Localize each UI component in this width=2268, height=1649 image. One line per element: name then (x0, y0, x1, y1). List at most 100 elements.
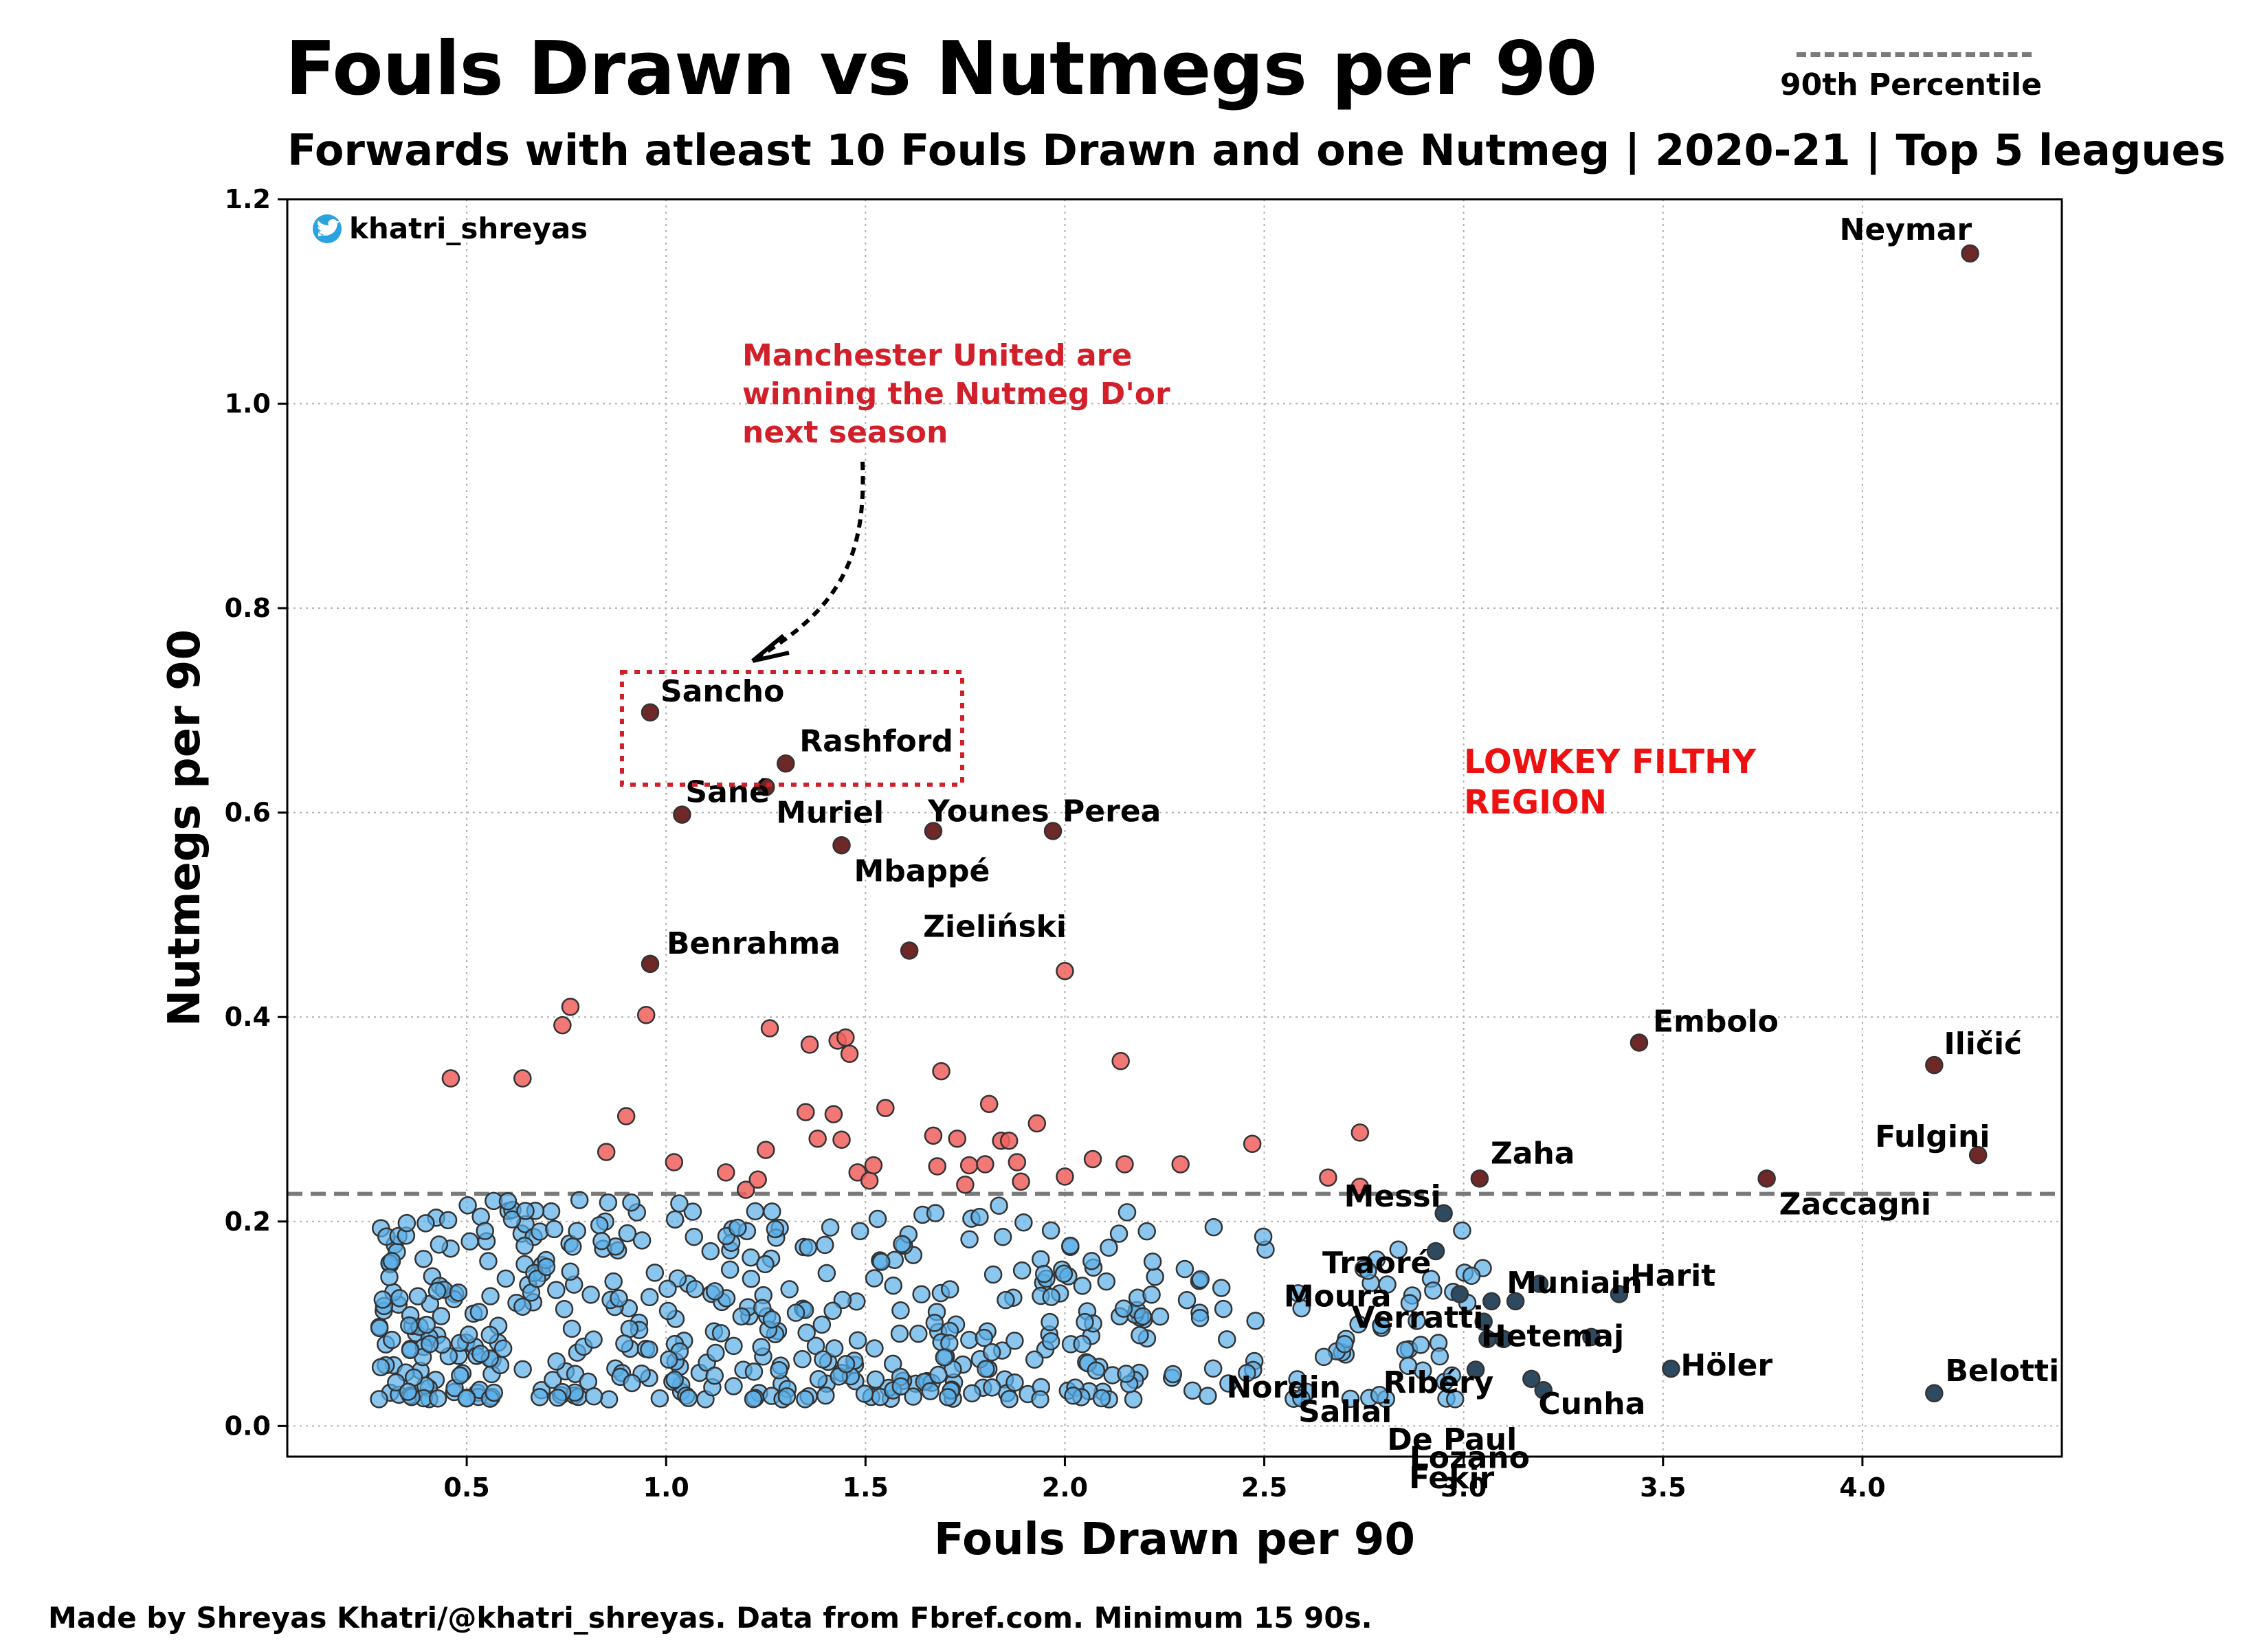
point-label: Rashford (799, 723, 953, 759)
data-point (763, 1202, 781, 1221)
data-point (836, 1355, 856, 1373)
annotation-arrowhead (751, 633, 790, 663)
data-point (665, 1370, 684, 1389)
data-point (1133, 1307, 1153, 1326)
data-point (864, 1156, 883, 1175)
data-point (645, 1264, 665, 1282)
data-point (1056, 1167, 1074, 1186)
data-point (476, 1222, 494, 1240)
data-point (441, 1069, 460, 1088)
point-label: Cunha (1538, 1387, 1645, 1422)
data-point (1462, 1266, 1481, 1285)
data-point (797, 1323, 816, 1342)
data-point (701, 1242, 720, 1261)
data-point (855, 1384, 874, 1403)
data-point (599, 1193, 618, 1212)
data-point (1453, 1221, 1471, 1240)
x-tick-label: 4.0 (1839, 1472, 1885, 1503)
data-points (370, 244, 1988, 1409)
point-label: Belotti (1945, 1354, 2059, 1389)
data-point (679, 1389, 698, 1407)
data-point (502, 1210, 522, 1229)
labeled-point (1466, 1360, 1485, 1379)
data-point (1319, 1168, 1337, 1187)
data-point (457, 1389, 476, 1408)
point-label: Nordin (1226, 1370, 1341, 1405)
data-point (796, 1390, 814, 1409)
data-point (809, 1369, 828, 1389)
twitter-credit: khatri_shreyas (313, 212, 588, 245)
data-point (756, 1255, 775, 1274)
region-label-line-2: REGION (1464, 783, 1607, 822)
data-point (823, 1301, 842, 1321)
data-point (836, 1028, 855, 1047)
annotation-arrow (758, 461, 865, 658)
data-point (959, 1156, 979, 1175)
data-point (592, 1232, 611, 1250)
data-point (746, 1202, 765, 1221)
data-point (982, 1343, 1001, 1362)
data-point (458, 1196, 477, 1215)
data-point (939, 1388, 957, 1406)
point-label: Muniain (1507, 1266, 1643, 1301)
data-point (615, 1334, 634, 1353)
data-point (1183, 1381, 1202, 1400)
point-label: Zieliński (923, 910, 1067, 945)
data-point (1389, 1240, 1408, 1259)
data-point (479, 1252, 498, 1270)
data-point (460, 1232, 479, 1251)
data-point (1092, 1389, 1111, 1408)
labeled-point (1474, 1312, 1493, 1331)
data-point (975, 1328, 994, 1347)
data-point (724, 1377, 743, 1395)
labeled-point (1662, 1359, 1680, 1378)
data-point (1073, 1334, 1091, 1354)
data-point (1012, 1261, 1032, 1280)
labeled-point (1043, 822, 1063, 840)
data-point (570, 1191, 589, 1209)
data-point (1289, 1284, 1308, 1303)
data-point (1014, 1213, 1033, 1232)
data-point (956, 1175, 975, 1194)
data-point (427, 1281, 447, 1301)
x-tick-label: 3.5 (1640, 1472, 1686, 1503)
data-point (555, 1299, 574, 1319)
data-point (744, 1362, 764, 1381)
data-point (705, 1282, 724, 1301)
point-label: Messi (1344, 1179, 1441, 1214)
data-point (866, 1370, 885, 1389)
data-point (496, 1269, 515, 1288)
point-label: Iličić (1944, 1027, 2022, 1062)
data-point (816, 1235, 834, 1255)
data-point (636, 1006, 656, 1024)
data-point (650, 1389, 669, 1408)
data-point (1082, 1252, 1101, 1270)
data-point (1199, 1387, 1217, 1405)
data-point (1032, 1250, 1050, 1268)
data-point (401, 1340, 420, 1360)
labeled-point (1522, 1369, 1541, 1389)
data-point (921, 1382, 940, 1401)
point-label: Harit (1630, 1258, 1715, 1293)
data-point (912, 1285, 931, 1303)
y-tick-label: 0.2 (225, 1207, 271, 1237)
data-point (925, 1314, 944, 1332)
data-point (568, 1222, 586, 1240)
data-point (1408, 1312, 1426, 1330)
data-point (584, 1330, 603, 1349)
data-point (1109, 1224, 1129, 1243)
data-point (821, 1218, 840, 1237)
data-point (658, 1279, 677, 1299)
data-point (1400, 1294, 1419, 1312)
data-point (868, 1209, 887, 1229)
data-point (604, 1272, 623, 1291)
data-point (438, 1211, 458, 1230)
data-point (786, 1303, 805, 1322)
twitter-handle: khatri_shreyas (349, 212, 588, 245)
legend-dashed-line (1797, 52, 2032, 57)
data-point (1350, 1123, 1370, 1142)
manutd-annotation: Manchester United are winning the Nutmeg… (620, 338, 1170, 787)
data-point (814, 1350, 832, 1369)
data-point (904, 1387, 922, 1406)
